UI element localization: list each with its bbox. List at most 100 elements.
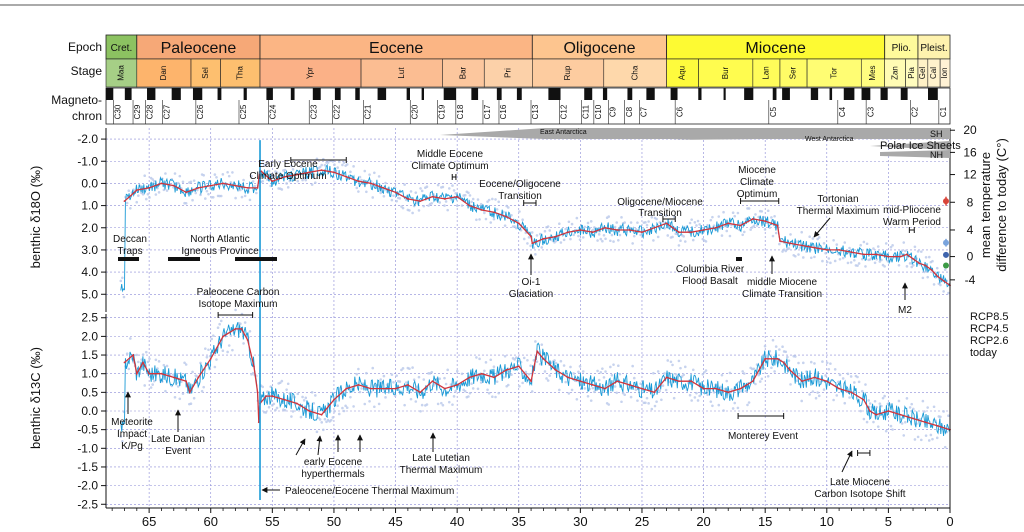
d13c-scatter-300 bbox=[597, 378, 601, 382]
d13c-scatter-5 bbox=[127, 367, 131, 371]
d18o-scatter-351 bbox=[679, 239, 682, 243]
d18o-scatter-300 bbox=[597, 233, 601, 236]
d18o-scatter-150 bbox=[358, 175, 362, 179]
d18o-scatter-226 bbox=[479, 202, 483, 206]
chron-label-3: C27 bbox=[163, 104, 172, 119]
d13c-scatter-149 bbox=[357, 367, 360, 371]
chron-label-8: C22 bbox=[333, 104, 342, 119]
d13c-scatter-420 bbox=[789, 383, 792, 386]
d13c-scatter-41 bbox=[184, 363, 188, 366]
d18o-scatter-323 bbox=[634, 227, 638, 231]
chron-normal-30 bbox=[443, 88, 457, 100]
d13c-scatter-104 bbox=[285, 388, 288, 391]
d18o-scatter-339 bbox=[660, 213, 663, 217]
d13c-scatter-175 bbox=[398, 380, 402, 383]
d13c-scatter-492 bbox=[904, 420, 907, 424]
d13c-scatter-182 bbox=[409, 397, 413, 401]
d13c-scatter-209 bbox=[452, 395, 456, 398]
d13c-scatter-81 bbox=[248, 330, 252, 333]
chron-normal-26 bbox=[406, 88, 410, 100]
d13c-ytick-label-5: 0.0 bbox=[81, 404, 98, 418]
d13c-scatter-179 bbox=[404, 381, 408, 384]
d18o-scatter-200 bbox=[438, 201, 442, 204]
meco-label-2: Climate Optimum bbox=[411, 161, 488, 172]
d18o-scatter-64 bbox=[221, 173, 225, 176]
d13c-scatter-200 bbox=[438, 377, 442, 380]
d13c-scatter-479 bbox=[883, 394, 886, 398]
d13c-scatter-268 bbox=[546, 379, 550, 382]
d18o-scatter-5 bbox=[127, 189, 131, 192]
d18o-scatter-402 bbox=[760, 210, 764, 213]
d18o-scatter-84 bbox=[253, 184, 257, 188]
d18o-scatter-337 bbox=[656, 235, 660, 239]
d13c-scatter-153 bbox=[363, 402, 367, 406]
d13c-scatter-390 bbox=[741, 370, 744, 373]
d13c-scatter-337 bbox=[656, 370, 660, 373]
d13c-point-31 bbox=[406, 383, 409, 386]
d13c-scatter-457 bbox=[848, 396, 851, 399]
d13c-scatter-128 bbox=[323, 417, 327, 421]
d18o-scatter-2 bbox=[122, 295, 126, 299]
d18o-scatter-243 bbox=[506, 206, 510, 209]
d13c-scatter-308 bbox=[610, 373, 614, 377]
chron-normal-52 bbox=[723, 88, 726, 100]
chron-normal-32 bbox=[471, 88, 479, 100]
d13c-scatter-259 bbox=[532, 358, 536, 362]
chron-normal-54 bbox=[744, 88, 754, 100]
d18o-scatter-433 bbox=[809, 256, 813, 260]
d13c-scatter-0 bbox=[119, 435, 123, 438]
kpg-label-3: K/Pg bbox=[121, 441, 143, 452]
deccan-label-1: Deccan bbox=[113, 234, 147, 245]
d18o-scatter-202 bbox=[441, 185, 445, 189]
d13c-point-65 bbox=[801, 380, 804, 383]
stage-label-6: Bar bbox=[458, 66, 467, 79]
d13c-scatter-352 bbox=[680, 375, 684, 378]
d13c-point-5 bbox=[160, 372, 163, 375]
d13c-scatter-296 bbox=[591, 386, 595, 390]
d13c-scatter-365 bbox=[701, 372, 705, 376]
chron-normal-66 bbox=[861, 88, 871, 100]
d13c-scatter-51 bbox=[200, 389, 204, 393]
d13c-scatter-450 bbox=[837, 380, 840, 384]
stage-label-3: Tha bbox=[235, 66, 244, 80]
d18o-scatter-451 bbox=[838, 257, 842, 261]
d13c-scatter-123 bbox=[315, 430, 319, 434]
d18o-scatter-424 bbox=[795, 240, 799, 243]
d13c-scatter-163 bbox=[379, 378, 383, 381]
d13c-scatter-463 bbox=[857, 380, 861, 384]
chron-label-4: C26 bbox=[196, 104, 205, 119]
temperature-axis-title-2: difference to today (C°) bbox=[994, 138, 1009, 272]
xtick-label-6: 35 bbox=[512, 514, 526, 529]
chron-normal-40 bbox=[584, 88, 593, 100]
d13c-point-12 bbox=[234, 328, 237, 330]
d13c-scatter-371 bbox=[711, 404, 714, 408]
d18o-scatter-261 bbox=[535, 234, 539, 237]
d13c-scatter-263 bbox=[538, 362, 542, 366]
d13c-scatter-508 bbox=[929, 433, 933, 437]
d13c-scatter-512 bbox=[935, 436, 939, 440]
deccan-label-2: Traps bbox=[117, 246, 142, 257]
d13c-scatter-29 bbox=[165, 364, 169, 368]
d13c-point-4 bbox=[148, 372, 151, 375]
d18o-scatter-154 bbox=[365, 190, 368, 194]
d13c-scatter-284 bbox=[572, 372, 575, 375]
d13c-scatter-517 bbox=[943, 445, 947, 449]
d13c-scatter-281 bbox=[567, 392, 571, 395]
d13c-scatter-447 bbox=[832, 398, 835, 402]
d18o-scatter-153 bbox=[363, 169, 367, 173]
chron-label-5: C25 bbox=[239, 104, 248, 119]
d18o-scatter-475 bbox=[876, 245, 880, 248]
scenario-dot-2 bbox=[943, 251, 949, 258]
d18o-scatter-479 bbox=[883, 265, 886, 268]
d18o-scatter-394 bbox=[747, 207, 751, 210]
mco-label-2: Climate bbox=[740, 177, 774, 188]
d13c-scatter-394 bbox=[747, 401, 751, 404]
d18o-point-55 bbox=[776, 224, 779, 227]
d13c-scatter-467 bbox=[864, 383, 867, 386]
d13c-point-69 bbox=[850, 391, 853, 394]
chron-normal-64 bbox=[843, 88, 855, 100]
d13c-scatter-225 bbox=[478, 357, 481, 361]
d13c-scatter-286 bbox=[575, 397, 579, 401]
d13c-scatter-16 bbox=[144, 350, 148, 354]
xtick-label-8: 25 bbox=[635, 514, 649, 529]
